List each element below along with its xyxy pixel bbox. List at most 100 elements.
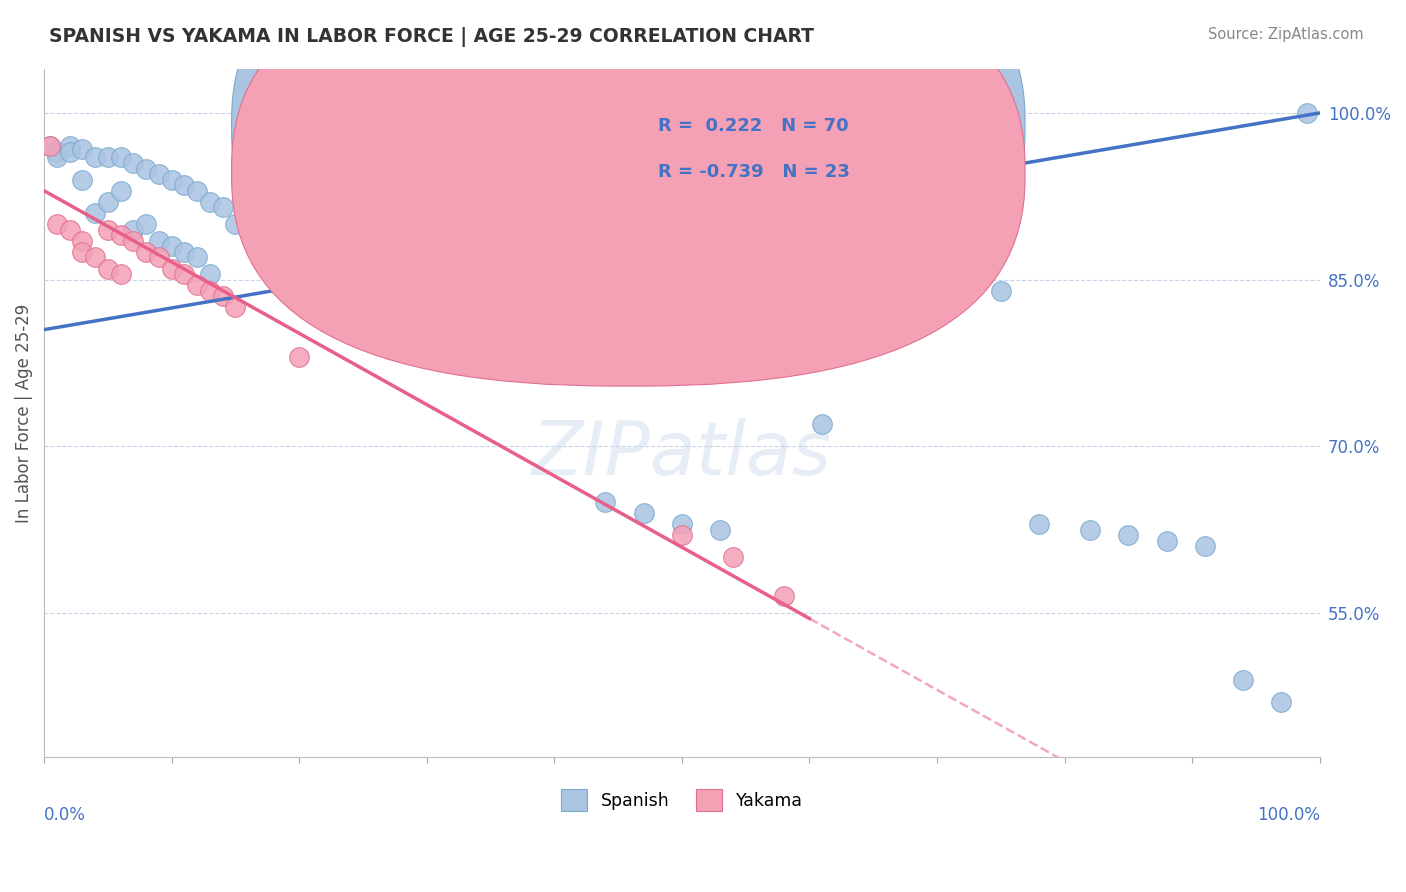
Point: [173, 267, 195, 281]
Point: [1232, 673, 1254, 687]
Point: [377, 267, 399, 281]
Point: [467, 261, 489, 276]
Point: [110, 184, 132, 198]
Point: [84, 251, 107, 265]
Point: [198, 194, 221, 209]
Point: [135, 217, 157, 231]
Point: [862, 289, 884, 303]
Point: [990, 284, 1012, 298]
Point: [173, 244, 195, 259]
Point: [633, 506, 655, 520]
Point: [250, 234, 273, 248]
Point: [186, 251, 208, 265]
Point: [72, 172, 94, 186]
Point: [1078, 523, 1101, 537]
Legend: Spanish, Yakama: Spanish, Yakama: [554, 782, 810, 818]
Point: [97, 222, 120, 236]
Point: [186, 278, 208, 293]
Point: [224, 301, 246, 315]
Point: [1270, 695, 1292, 709]
Point: [84, 206, 107, 220]
Point: [1118, 528, 1140, 542]
Point: [135, 244, 157, 259]
Point: [543, 289, 565, 303]
Y-axis label: In Labor Force | Age 25-29: In Labor Force | Age 25-29: [15, 303, 32, 523]
Point: [441, 251, 464, 265]
Point: [288, 351, 311, 365]
Point: [238, 222, 260, 236]
Point: [492, 278, 515, 293]
Point: [110, 228, 132, 243]
FancyBboxPatch shape: [232, 0, 1025, 340]
Point: [173, 178, 195, 193]
Point: [84, 150, 107, 164]
Point: [72, 234, 94, 248]
Point: [39, 139, 62, 153]
Text: 0.0%: 0.0%: [44, 805, 86, 823]
Point: [773, 284, 796, 298]
Point: [721, 550, 744, 565]
Point: [148, 234, 170, 248]
Point: [59, 139, 82, 153]
Point: [59, 145, 82, 159]
Text: SPANISH VS YAKAMA IN LABOR FORCE | AGE 25-29 CORRELATION CHART: SPANISH VS YAKAMA IN LABOR FORCE | AGE 2…: [49, 27, 814, 46]
Text: R =  0.222   N = 70: R = 0.222 N = 70: [658, 117, 848, 135]
Point: [39, 139, 62, 153]
Point: [110, 267, 132, 281]
Point: [97, 194, 120, 209]
Point: [122, 234, 145, 248]
Point: [211, 201, 233, 215]
Point: [135, 161, 157, 176]
Point: [45, 217, 67, 231]
Point: [352, 289, 374, 303]
Text: R = -0.739   N = 23: R = -0.739 N = 23: [658, 163, 849, 181]
Point: [416, 284, 439, 298]
Point: [288, 256, 311, 270]
Point: [595, 495, 617, 509]
Point: [900, 284, 922, 298]
Point: [224, 217, 246, 231]
Point: [160, 172, 183, 186]
Point: [326, 272, 349, 286]
Point: [276, 251, 298, 265]
Point: [97, 150, 120, 164]
Point: [364, 256, 387, 270]
Point: [517, 284, 540, 298]
Point: [59, 222, 82, 236]
Point: [811, 417, 834, 431]
Point: [72, 142, 94, 156]
Point: [1296, 106, 1319, 120]
Point: [671, 528, 693, 542]
Point: [263, 244, 285, 259]
Point: [122, 222, 145, 236]
Point: [97, 261, 120, 276]
Point: [671, 517, 693, 532]
Point: [416, 272, 439, 286]
Point: [568, 294, 591, 309]
Point: [314, 267, 336, 281]
Point: [402, 267, 425, 281]
Point: [339, 278, 361, 293]
Point: [709, 523, 731, 537]
FancyBboxPatch shape: [232, 0, 1025, 386]
FancyBboxPatch shape: [599, 93, 893, 213]
Point: [110, 150, 132, 164]
Point: [352, 251, 374, 265]
Point: [773, 589, 796, 603]
Point: [160, 239, 183, 253]
Point: [301, 261, 323, 276]
Point: [198, 267, 221, 281]
Point: [211, 289, 233, 303]
Point: [186, 184, 208, 198]
Point: [148, 167, 170, 181]
Text: Source: ZipAtlas.com: Source: ZipAtlas.com: [1208, 27, 1364, 42]
Text: ZIPatlas: ZIPatlas: [531, 418, 832, 491]
Point: [45, 150, 67, 164]
Text: 100.0%: 100.0%: [1257, 805, 1320, 823]
Point: [389, 251, 412, 265]
Point: [1028, 517, 1050, 532]
Point: [952, 289, 974, 303]
Point: [160, 261, 183, 276]
Point: [72, 244, 94, 259]
Point: [122, 156, 145, 170]
